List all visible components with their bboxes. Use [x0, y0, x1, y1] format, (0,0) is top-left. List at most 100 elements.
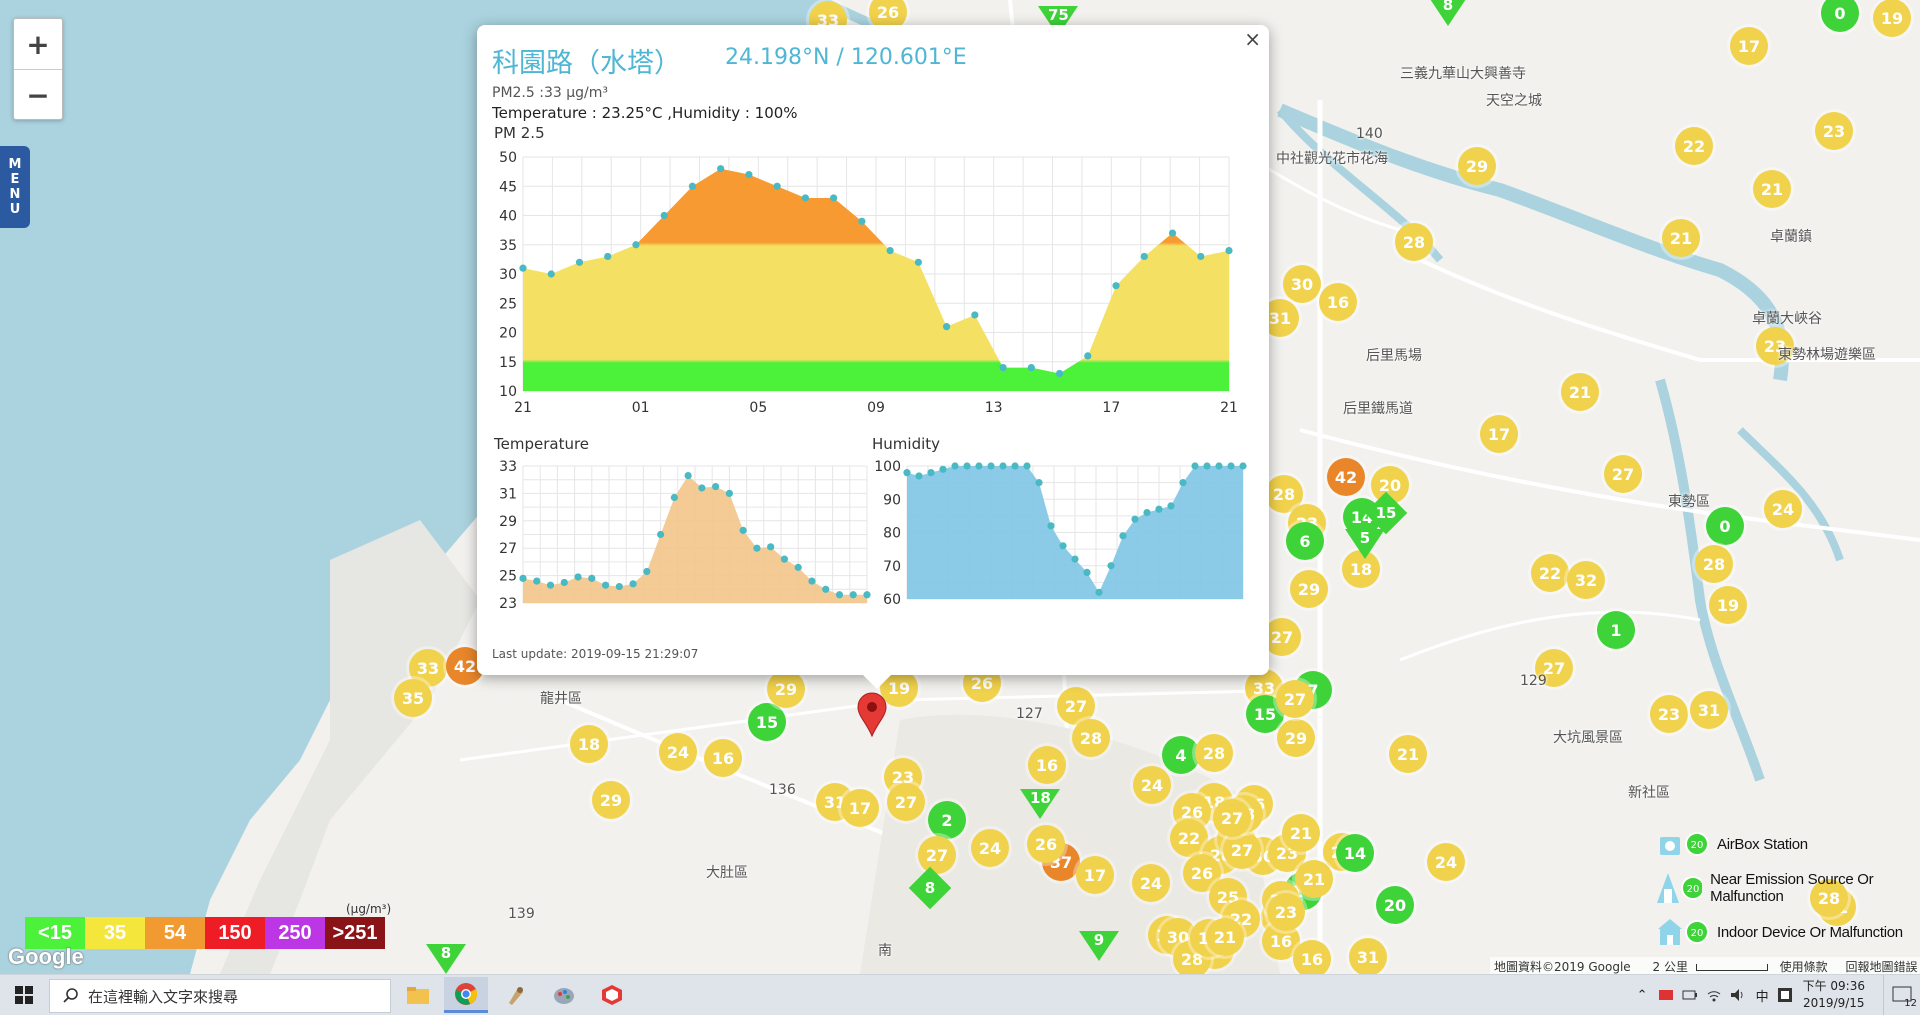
notification-center-icon[interactable]: 12: [1883, 975, 1920, 1015]
station-marker[interactable]: 28: [1395, 223, 1433, 261]
station-marker[interactable]: 33: [409, 649, 447, 687]
ime-indicator[interactable]: 中: [1755, 989, 1769, 1005]
station-marker[interactable]: 32: [1567, 561, 1605, 599]
battery-icon[interactable]: [1682, 988, 1698, 1002]
close-icon[interactable]: ×: [1244, 27, 1261, 51]
station-marker[interactable]: 27: [918, 836, 956, 874]
station-marker[interactable]: 16: [1293, 940, 1331, 974]
station-marker[interactable]: 21: [1753, 170, 1791, 208]
terms-link[interactable]: 使用條款: [1779, 960, 1828, 974]
station-marker[interactable]: 27: [1223, 831, 1261, 869]
chevron-up-icon[interactable]: ⌃: [1636, 987, 1648, 1003]
taskbar-search-input[interactable]: 在這裡輸入文字來搜尋: [49, 979, 391, 1013]
station-marker[interactable]: 21: [1389, 735, 1427, 773]
report-error-link[interactable]: 回報地圖錯誤: [1845, 960, 1918, 974]
station-marker[interactable]: 28: [1810, 879, 1848, 917]
station-marker[interactable]: 29: [592, 781, 630, 819]
station-marker[interactable]: 17: [1730, 27, 1768, 65]
station-marker[interactable]: 22: [1170, 819, 1208, 857]
station-marker[interactable]: 22: [1675, 127, 1713, 165]
emission-station-marker[interactable]: 18: [1020, 789, 1060, 819]
station-marker[interactable]: 24: [1427, 843, 1465, 881]
station-marker[interactable]: 29: [1290, 570, 1328, 608]
station-marker[interactable]: 27: [887, 783, 925, 821]
data-point: [1011, 462, 1019, 470]
station-marker[interactable]: 27: [1604, 455, 1642, 493]
station-marker[interactable]: 4: [1162, 736, 1200, 774]
station-marker[interactable]: 17: [841, 789, 879, 827]
station-marker[interactable]: 24: [1133, 766, 1171, 804]
station-marker[interactable]: 27: [1057, 687, 1095, 725]
station-marker[interactable]: 28: [1072, 719, 1110, 757]
station-marker[interactable]: 24: [1132, 864, 1170, 902]
emission-station-marker[interactable]: 8: [1428, 0, 1468, 26]
paint-app-icon[interactable]: [494, 977, 538, 1013]
palette-app-icon[interactable]: [542, 977, 586, 1013]
station-marker[interactable]: 21: [1206, 918, 1244, 956]
station-marker[interactable]: 17: [1076, 856, 1114, 894]
station-marker[interactable]: 19: [1873, 0, 1911, 37]
station-marker[interactable]: 27: [1263, 618, 1301, 656]
station-marker[interactable]: 6: [1286, 522, 1324, 560]
station-marker[interactable]: 16: [1319, 283, 1357, 321]
volume-icon[interactable]: [1730, 988, 1746, 1002]
file-explorer-icon[interactable]: [396, 977, 440, 1013]
station-marker[interactable]: 0: [1821, 0, 1859, 32]
station-marker[interactable]: 18: [570, 725, 608, 763]
station-marker[interactable]: 1: [1597, 611, 1635, 649]
station-marker[interactable]: 24: [971, 829, 1009, 867]
sketchup-icon[interactable]: [590, 977, 634, 1013]
station-marker[interactable]: 28: [1195, 734, 1233, 772]
station-marker[interactable]: 20: [1376, 886, 1414, 924]
location-pin-icon[interactable]: [856, 692, 888, 742]
station-marker[interactable]: 22: [1531, 554, 1569, 592]
station-marker[interactable]: 14: [1336, 834, 1374, 872]
zoom-out-button[interactable]: −: [26, 78, 50, 112]
station-marker[interactable]: 29: [1277, 719, 1315, 757]
station-marker[interactable]: 21: [1662, 219, 1700, 257]
station-marker[interactable]: 16: [704, 739, 742, 777]
windows-start-button[interactable]: [0, 975, 48, 1015]
station-marker[interactable]: 15: [748, 703, 786, 741]
station-marker[interactable]: 15: [1246, 695, 1284, 733]
station-marker[interactable]: 26: [1027, 825, 1065, 863]
station-marker[interactable]: 21: [1561, 373, 1599, 411]
station-marker[interactable]: 17: [1480, 415, 1518, 453]
zoom-in-button[interactable]: +: [14, 19, 62, 70]
station-marker[interactable]: 35: [394, 679, 432, 717]
station-marker[interactable]: 27: [1276, 680, 1314, 718]
security-icon[interactable]: [1658, 988, 1674, 1002]
emission-station-marker[interactable]: 9: [1079, 931, 1119, 961]
data-point: [519, 574, 527, 582]
station-marker[interactable]: 16: [1028, 746, 1066, 784]
station-marker[interactable]: 19: [1709, 586, 1747, 624]
station-marker[interactable]: 29: [1458, 147, 1496, 185]
emission-station-marker[interactable]: 5: [1345, 529, 1385, 559]
google-logo[interactable]: Google: [8, 944, 84, 969]
ime-pad-icon[interactable]: [1777, 987, 1793, 1003]
station-marker[interactable]: 27: [1535, 649, 1573, 687]
station-marker[interactable]: 24: [1764, 490, 1802, 528]
station-marker[interactable]: 23: [1756, 327, 1794, 365]
station-marker[interactable]: 31: [1349, 938, 1387, 974]
taskbar-clock[interactable]: 下午 09:36 2019/9/15: [1803, 978, 1865, 1012]
station-marker[interactable]: 42: [1327, 458, 1365, 496]
station-marker[interactable]: 23: [1650, 695, 1688, 733]
station-marker[interactable]: 27: [1213, 799, 1251, 837]
station-marker[interactable]: 31: [1690, 691, 1728, 729]
map-canvas[interactable]: 33 26 0 19 17 23 22 21 29 21 28 30 16 31 23 21 17 27 42 20 2…: [0, 0, 1920, 974]
station-marker[interactable]: 0: [1706, 507, 1744, 545]
station-marker[interactable]: 2: [928, 801, 966, 839]
station-marker[interactable]: 23: [1267, 893, 1305, 931]
station-marker[interactable]: 21: [1282, 814, 1320, 852]
station-marker[interactable]: 23: [1815, 112, 1853, 150]
wifi-icon[interactable]: [1706, 988, 1722, 1002]
station-marker[interactable]: 30: [1283, 265, 1321, 303]
station-marker[interactable]: 29: [767, 670, 805, 708]
station-marker[interactable]: 24: [659, 733, 697, 771]
station-marker[interactable]: 28: [1695, 545, 1733, 583]
chrome-icon[interactable]: [444, 977, 488, 1013]
station-marker[interactable]: 21: [1295, 860, 1333, 898]
emission-station-marker[interactable]: 8: [426, 944, 466, 974]
menu-tab[interactable]: M E N U: [0, 146, 30, 228]
